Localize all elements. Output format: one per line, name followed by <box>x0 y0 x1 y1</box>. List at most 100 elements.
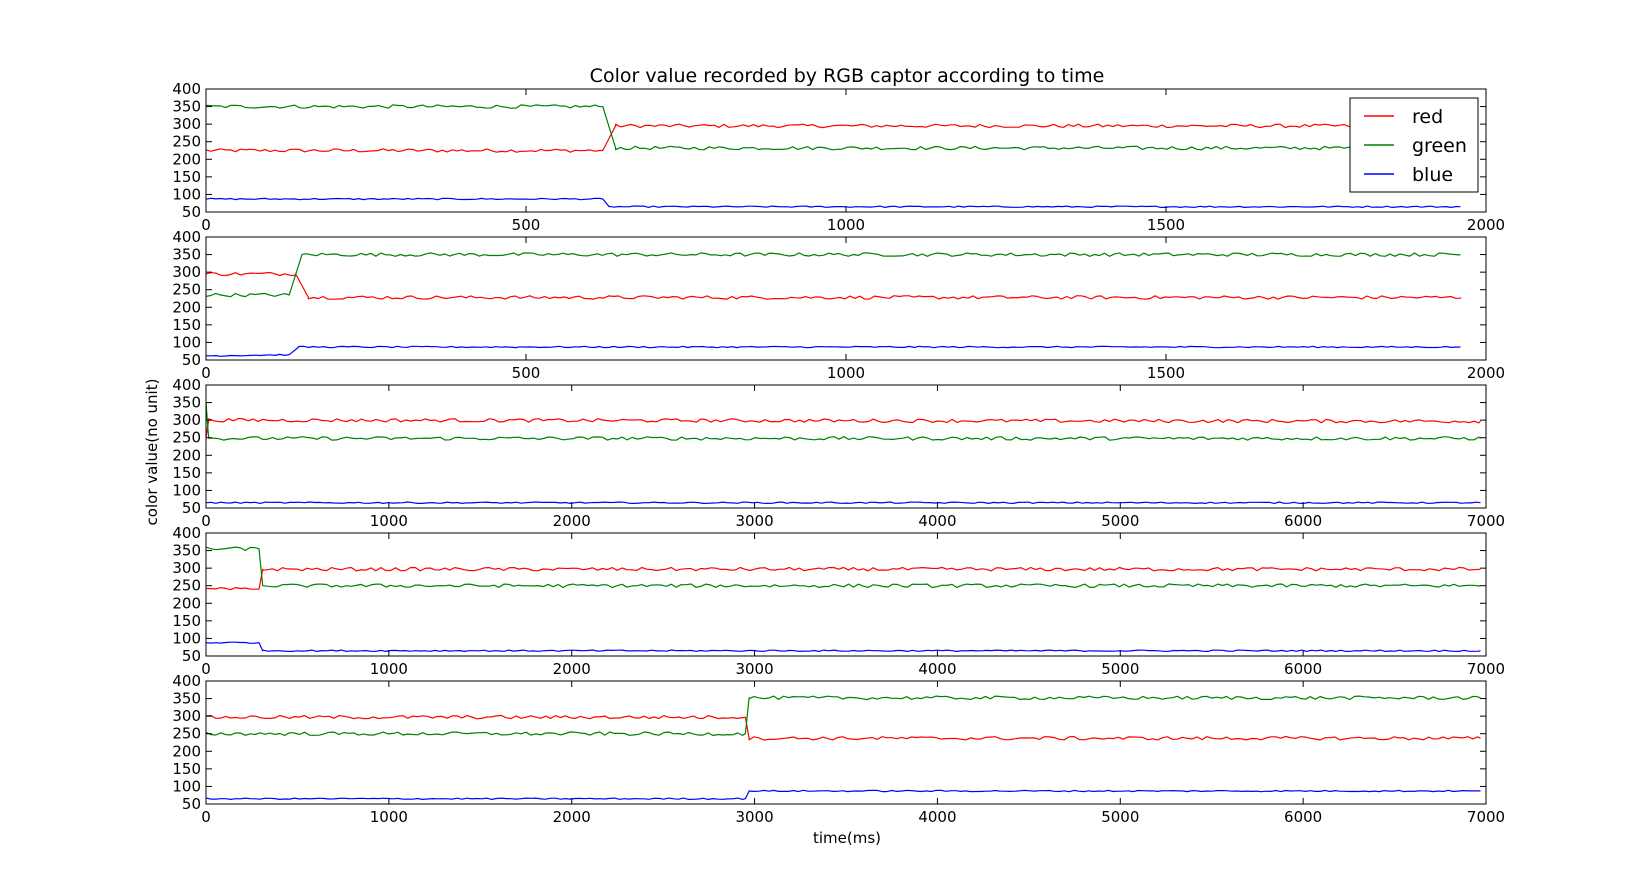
y-tick-label: 200 <box>172 150 201 168</box>
series-line-green <box>205 546 1481 589</box>
x-tick-label: 0 <box>201 364 211 382</box>
x-tick-label: 2000 <box>553 660 591 678</box>
y-tick-label: 400 <box>172 228 201 246</box>
series-line-green <box>205 104 1461 151</box>
plot-frame <box>205 680 1487 805</box>
series-line-blue <box>205 345 1461 357</box>
series-line-red <box>205 714 1481 741</box>
y-axis-label: color value(no unit) <box>143 379 161 526</box>
y-tick-label: 200 <box>172 446 201 464</box>
chart-title: Color value recorded by RGB captor accor… <box>590 65 1105 87</box>
x-tick-label: 7000 <box>1467 512 1505 530</box>
series-line-blue <box>205 501 1481 504</box>
y-tick-label: 350 <box>172 98 201 116</box>
plot-frame <box>205 384 1487 509</box>
x-tick-label: 1500 <box>1147 364 1185 382</box>
y-tick-label: 50 <box>182 647 201 665</box>
y-tick-label: 300 <box>172 411 201 429</box>
x-tick-label: 5000 <box>1101 808 1139 826</box>
y-tick-label: 100 <box>172 777 201 795</box>
x-tick-label: 6000 <box>1284 512 1322 530</box>
legend-label-red: red <box>1412 106 1443 128</box>
y-tick-label: 50 <box>182 499 201 517</box>
series-line-green <box>205 402 1481 441</box>
x-tick-label: 0 <box>201 808 211 826</box>
x-tick-label: 500 <box>512 364 541 382</box>
y-tick-label: 300 <box>172 115 201 133</box>
x-tick-label: 1000 <box>370 660 408 678</box>
y-tick-label: 400 <box>172 672 201 690</box>
x-tick-label: 3000 <box>735 512 773 530</box>
x-tick-label: 6000 <box>1284 660 1322 678</box>
y-tick-label: 250 <box>172 577 201 595</box>
legend: red green blue <box>1349 97 1479 193</box>
y-tick-label: 100 <box>172 333 201 351</box>
y-tick-label: 150 <box>172 612 201 630</box>
x-tick-label: 1000 <box>370 512 408 530</box>
y-tick-label: 150 <box>172 316 201 334</box>
y-tick-label: 250 <box>172 429 201 447</box>
x-tick-label: 1500 <box>1147 216 1185 234</box>
y-tick-label: 150 <box>172 168 201 186</box>
x-tick-label: 500 <box>512 216 541 234</box>
y-tick-label: 300 <box>172 707 201 725</box>
y-tick-label: 250 <box>172 725 201 743</box>
y-tick-label: 200 <box>172 594 201 612</box>
series-line-blue <box>205 641 1481 652</box>
y-tick-label: 150 <box>172 760 201 778</box>
series-line-green <box>205 252 1461 298</box>
y-tick-label: 350 <box>172 394 201 412</box>
y-tick-label: 300 <box>172 263 201 281</box>
y-tick-label: 300 <box>172 559 201 577</box>
y-tick-label: 100 <box>172 629 201 647</box>
series-line-blue <box>205 197 1461 208</box>
y-tick-label: 50 <box>182 351 201 369</box>
x-tick-label: 2000 <box>1467 364 1505 382</box>
x-tick-label: 1000 <box>827 364 865 382</box>
y-tick-label: 350 <box>172 690 201 708</box>
x-tick-label: 2000 <box>553 808 591 826</box>
y-tick-label: 200 <box>172 298 201 316</box>
plot-frame <box>205 532 1487 657</box>
x-tick-label: 0 <box>201 512 211 530</box>
x-tick-label: 2000 <box>1467 216 1505 234</box>
legend-label-blue: blue <box>1412 164 1453 186</box>
x-tick-label: 1000 <box>827 216 865 234</box>
x-tick-label: 5000 <box>1101 660 1139 678</box>
y-tick-label: 250 <box>172 133 201 151</box>
x-tick-label: 7000 <box>1467 808 1505 826</box>
y-tick-label: 400 <box>172 80 201 98</box>
y-tick-label: 50 <box>182 795 201 813</box>
x-tick-label: 0 <box>201 216 211 234</box>
x-tick-label: 1000 <box>370 808 408 826</box>
x-tick-label: 3000 <box>735 660 773 678</box>
y-tick-label: 350 <box>172 246 201 264</box>
y-tick-label: 100 <box>172 481 201 499</box>
x-tick-label: 6000 <box>1284 808 1322 826</box>
series-line-red <box>205 123 1461 153</box>
y-tick-label: 400 <box>172 524 201 542</box>
y-tick-label: 200 <box>172 742 201 760</box>
series-line-blue <box>205 789 1481 800</box>
series-line-green <box>205 695 1481 737</box>
x-tick-label: 2000 <box>553 512 591 530</box>
x-tick-label: 0 <box>201 660 211 678</box>
series-line-red <box>205 566 1481 591</box>
x-tick-label: 4000 <box>918 512 956 530</box>
x-tick-label: 4000 <box>918 808 956 826</box>
series-line-red <box>205 417 1481 438</box>
x-tick-label: 4000 <box>918 660 956 678</box>
y-tick-label: 50 <box>182 203 201 221</box>
y-tick-label: 150 <box>172 464 201 482</box>
x-tick-label: 7000 <box>1467 660 1505 678</box>
series-line-red <box>205 271 1461 300</box>
y-tick-label: 400 <box>172 376 201 394</box>
y-tick-label: 350 <box>172 542 201 560</box>
y-tick-label: 250 <box>172 281 201 299</box>
x-tick-label: 3000 <box>735 808 773 826</box>
